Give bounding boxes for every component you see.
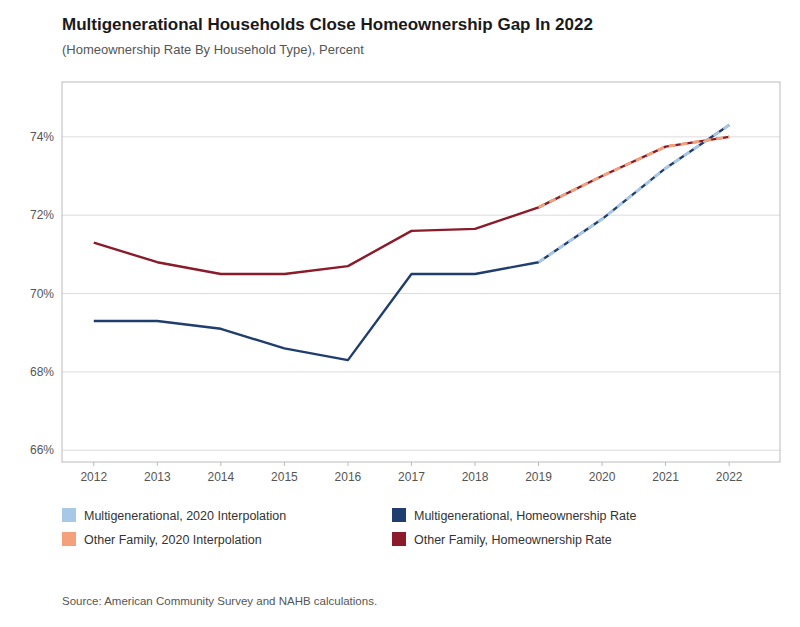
line	[94, 137, 729, 274]
legend-swatch	[62, 508, 76, 522]
title: Multigenerational Households Close Homeo…	[62, 15, 593, 34]
legend: Multigenerational, 2020 Interpolation Oth…	[62, 508, 636, 547]
x-tick	[347, 462, 348, 466]
x-tick	[602, 462, 603, 466]
legend-label: Multigenerational, Homeownership Rate	[414, 509, 636, 523]
grid-line	[62, 371, 780, 372]
x-tick-label: 2016	[335, 470, 362, 484]
subtitle: (Homeownership Rate By Household Type), …	[62, 42, 364, 57]
series-lines	[94, 125, 729, 360]
x-tick-label: 2012	[80, 470, 107, 484]
legend-label: Multigenerational, 2020 Interpolation	[84, 509, 286, 523]
legend-label: Other Family, 2020 Interpolation	[84, 533, 262, 547]
x-tick	[665, 462, 666, 466]
x-tick-label: 2013	[144, 470, 171, 484]
x-tick	[220, 462, 221, 466]
x-tick	[284, 462, 285, 466]
x-tick-label: 2022	[716, 470, 743, 484]
x-tick	[157, 462, 158, 466]
dashed-line	[539, 125, 730, 262]
x-tick-label: 2018	[462, 470, 489, 484]
y-tick-label: 66%	[30, 443, 54, 457]
legend-swatch	[62, 532, 76, 546]
grid-line	[62, 215, 780, 216]
grid-line	[62, 136, 780, 137]
legend-swatch	[392, 532, 406, 546]
x-tick-label: 2014	[207, 470, 234, 484]
grid	[62, 137, 780, 450]
x-tick	[93, 462, 94, 466]
x-tick-label: 2015	[271, 470, 298, 484]
x-tick	[729, 462, 730, 466]
line	[94, 125, 729, 360]
x-tick	[411, 462, 412, 466]
y-tick-label: 74%	[30, 130, 54, 144]
x-tick	[475, 462, 476, 466]
y-tick-label: 70%	[30, 287, 54, 301]
background	[0, 0, 800, 627]
y-tick-label: 72%	[30, 208, 54, 222]
y-tick-label: 68%	[30, 365, 54, 379]
x-tick-label: 2020	[589, 470, 616, 484]
legend-swatch	[392, 508, 406, 522]
x-tick-label: 2019	[525, 470, 552, 484]
x-tick-label: 2021	[652, 470, 679, 484]
plot-frame	[62, 82, 780, 462]
x-tick-label: 2017	[398, 470, 425, 484]
grid-line	[62, 293, 780, 294]
legend-label: Other Family, Homeownership Rate	[414, 533, 612, 547]
source: Source: American Community Survey and NA…	[62, 595, 377, 607]
grid-line	[62, 450, 780, 451]
chart: Multigenerational Households Close Homeo…	[0, 0, 800, 627]
x-tick	[538, 462, 539, 466]
dashed-line	[539, 137, 730, 208]
